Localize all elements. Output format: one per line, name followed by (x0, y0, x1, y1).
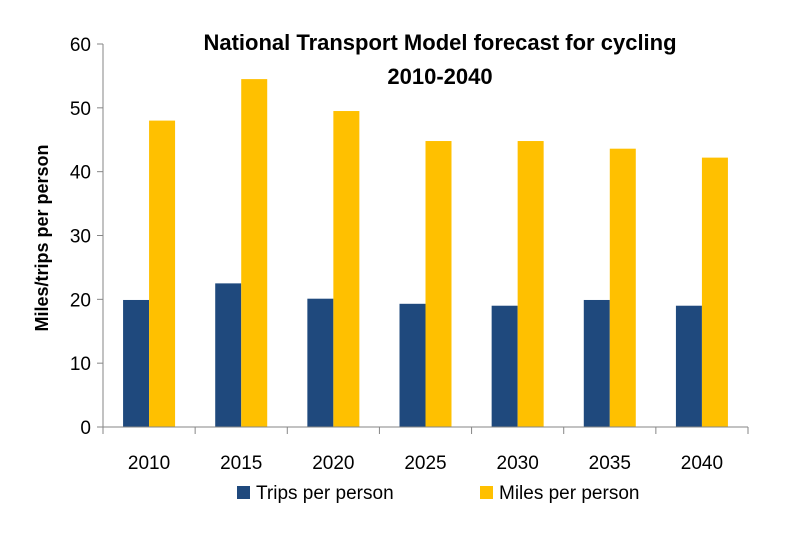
chart-title-line-2: 2010-2040 (387, 64, 492, 89)
y-axis-label: Miles/trips per person (32, 144, 52, 331)
bar-miles-2040 (701, 157, 728, 427)
bar-trips-2025 (399, 303, 426, 427)
x-axis: 2010 2015 2020 2025 2030 2035 2040 (102, 426, 749, 474)
bar-trips-2035 (583, 299, 610, 427)
x-tick-label: 2025 (404, 453, 446, 474)
bar-miles-2035 (609, 148, 636, 428)
legend-label-miles: Miles per person (499, 483, 639, 504)
bar-miles-2020 (333, 111, 360, 428)
y-axis: 0 10 20 30 40 50 60 (70, 35, 104, 439)
y-tick-label: 10 (70, 354, 91, 375)
legend-label-trips: Trips per person (256, 483, 394, 504)
legend-swatch-trips (237, 486, 250, 499)
bar-miles-2010 (149, 120, 176, 427)
x-tick-label: 2040 (681, 453, 723, 474)
x-tick-label: 2020 (312, 453, 354, 474)
y-tick-label: 50 (70, 99, 91, 120)
bar-trips-2010 (123, 299, 150, 427)
y-tick-label: 20 (70, 290, 91, 311)
x-tick-label: 2010 (128, 453, 170, 474)
chart-title-line-1: National Transport Model forecast for cy… (203, 30, 676, 55)
bars (123, 79, 728, 428)
legend: Trips per person Miles per person (237, 483, 639, 504)
y-tick-label: 0 (80, 418, 91, 439)
bar-trips-2040 (675, 305, 702, 427)
bar-miles-2015 (241, 79, 268, 427)
x-tick-label: 2030 (497, 453, 539, 474)
y-tick-label: 30 (70, 227, 91, 248)
bar-miles-2025 (425, 141, 452, 427)
bar-trips-2020 (307, 298, 334, 427)
y-tick-label: 60 (70, 35, 91, 56)
y-tick-label: 40 (70, 163, 91, 184)
bar-miles-2030 (517, 141, 544, 427)
legend-swatch-miles (480, 486, 493, 499)
x-tick-label: 2015 (220, 453, 262, 474)
bar-trips-2030 (491, 305, 518, 427)
bar-trips-2015 (215, 283, 242, 427)
x-tick-label: 2035 (589, 453, 631, 474)
